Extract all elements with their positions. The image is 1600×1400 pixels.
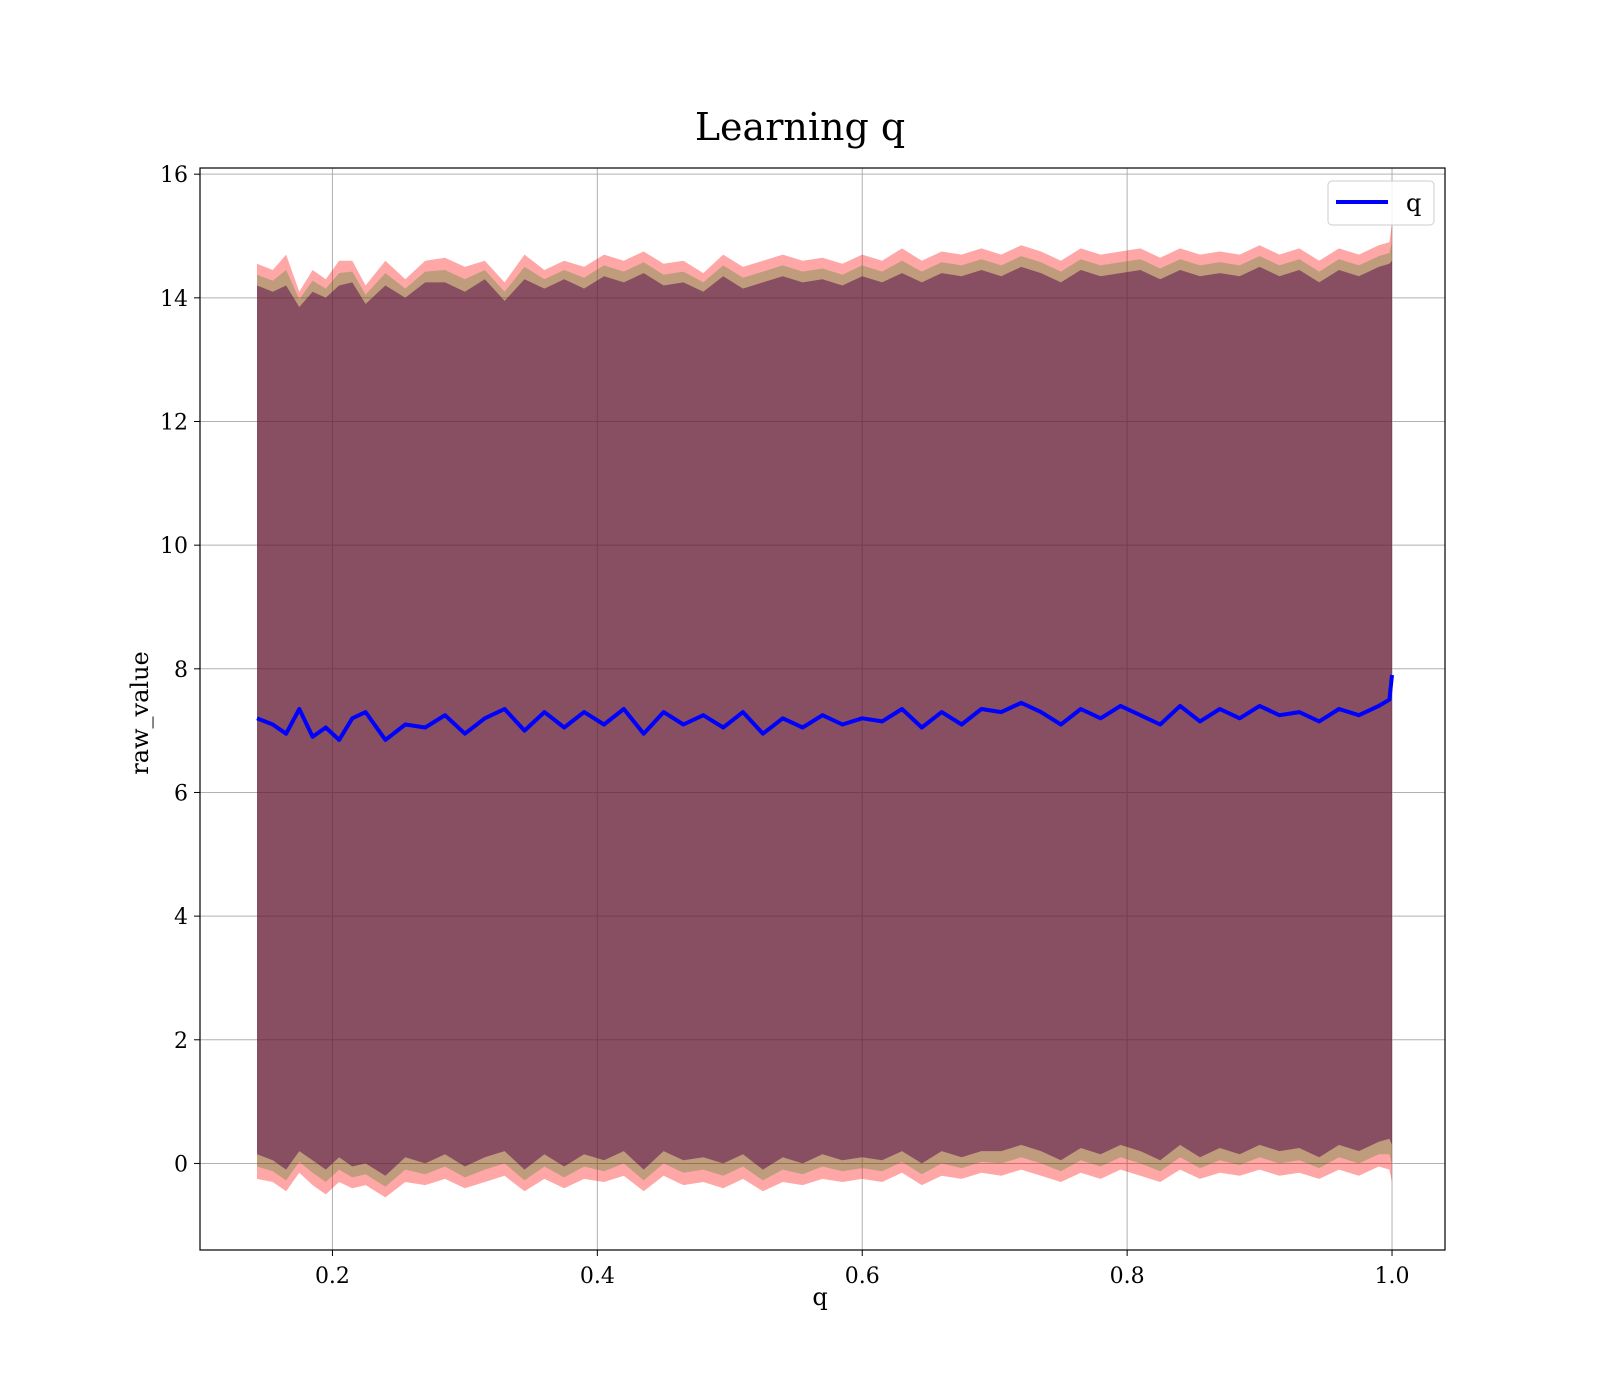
y-tick-label: 10 — [160, 534, 188, 559]
x-tick-label: 1.0 — [1375, 1264, 1410, 1289]
y-tick-label: 2 — [174, 1029, 188, 1054]
series-line-q — [256, 674, 1394, 742]
legend-label-q: q — [1406, 189, 1421, 217]
y-tick-label: 6 — [174, 781, 188, 806]
chart-title: Learning q — [695, 105, 905, 149]
y-tick-label: 16 — [160, 163, 188, 188]
y-tick-label: 14 — [160, 287, 188, 312]
x-tick-label: 0.4 — [580, 1264, 615, 1289]
y-tick-label: 12 — [160, 410, 188, 435]
y-tick-label: 0 — [174, 1152, 188, 1177]
plot-frame — [199, 167, 1446, 1251]
x-tick-label: 0.2 — [315, 1264, 350, 1289]
x-tick-label: 0.8 — [1110, 1264, 1145, 1289]
y-tick-label: 4 — [174, 905, 188, 930]
y-axis-label: raw_value — [126, 651, 154, 775]
legend: q — [1327, 180, 1435, 226]
x-tick-label: 0.6 — [845, 1264, 880, 1289]
y-tick-label: 8 — [174, 658, 188, 683]
x-axis-label: q — [812, 1283, 827, 1311]
series-lines — [256, 674, 1394, 742]
ticks: 0.2 0.4 0.6 0.8 1.0 0 2 4 6 8 10 12 14 16 — [160, 163, 1410, 1289]
